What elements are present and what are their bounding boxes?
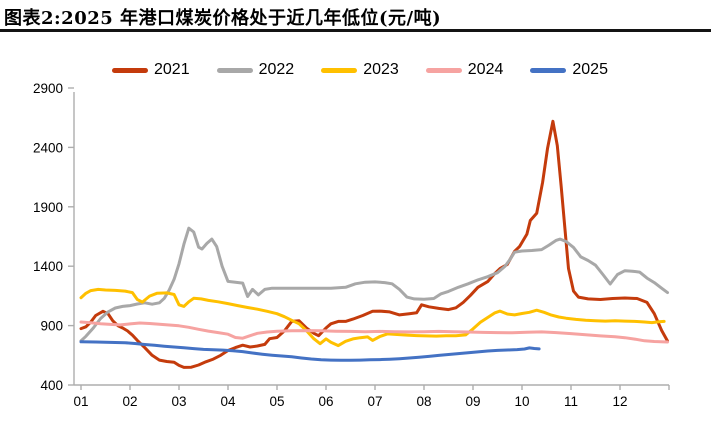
legend-item-2021: 2021 [112,62,190,78]
x-tick-label: 12 [612,394,627,409]
legend-item-2022: 2022 [216,61,295,78]
x-tick-label: 10 [514,394,529,409]
legend-label-2023: 2023 [363,61,399,78]
y-tick-label: 900 [40,319,63,334]
x-tick-label: 04 [220,394,236,409]
x-tick-label: 09 [465,394,480,409]
legend-item-2025: 2025 [530,62,608,78]
y-tick-label: 400 [40,378,63,393]
legend-swatch-2025 [530,67,567,73]
y-tick-label: 1400 [33,259,63,274]
legend-label-2021: 2021 [154,61,190,78]
series-line-2022 [79,226,669,343]
x-tick-label: 07 [367,394,382,409]
x-tick-label: 01 [73,394,88,409]
series-line-2023 [79,287,666,348]
y-tick-label: 2400 [33,140,63,155]
legend-item-2023: 2023 [321,62,399,78]
x-tick-label: 02 [122,394,137,409]
legend-swatch-2022 [216,67,253,73]
series-line-2024 [79,320,669,344]
series-line-2025 [79,340,541,362]
legend-label-2024: 2024 [467,61,504,78]
x-tick-label: 11 [564,394,578,409]
legend-item-2024: 2024 [425,61,504,78]
legend-label-2022: 2022 [258,61,295,78]
y-tick-label: 2900 [33,81,63,96]
figure-title: 图表2:2025 年港口煤炭价格处于近几年低位(元/吨) [4,8,442,29]
x-tick-label: 05 [269,394,284,409]
legend-label-2025: 2025 [572,61,608,78]
x-tick-label: 03 [171,394,186,409]
chart-legend: 2021 2022 2023 2024 2025 [112,62,608,78]
legend-swatch-2024 [425,67,462,73]
series-line-2021 [79,119,669,369]
y-tick-label: 1900 [33,200,63,215]
x-tick-label: 06 [318,394,333,409]
legend-swatch-2021 [112,67,148,73]
x-tick-label: 08 [416,394,431,409]
legend-swatch-2023 [321,67,358,73]
title-divider [0,29,711,32]
